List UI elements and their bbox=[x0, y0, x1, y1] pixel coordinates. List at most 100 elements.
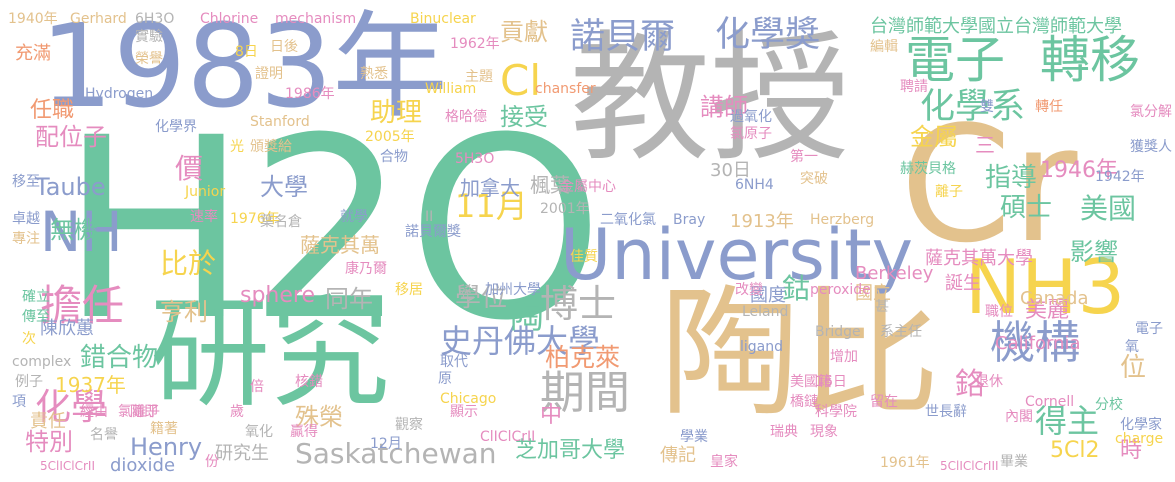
cloud-word: 鈷 bbox=[782, 275, 810, 303]
cloud-word: 確立 bbox=[22, 290, 50, 304]
cloud-word: Leland bbox=[742, 305, 788, 319]
cloud-word: 專注 bbox=[12, 232, 40, 246]
cloud-word: 諾貝爾獎 bbox=[405, 225, 461, 239]
cloud-word: Binuclear bbox=[410, 12, 476, 26]
cloud-word: 接受 bbox=[500, 105, 548, 129]
cloud-word: 研究生 bbox=[215, 445, 269, 463]
cloud-word: 移居 bbox=[395, 283, 423, 297]
cloud-word: 甚 bbox=[875, 300, 889, 314]
cloud-word: chansfer bbox=[535, 82, 596, 96]
cloud-word: 充滿 bbox=[15, 45, 51, 63]
cloud-word: 亨利 bbox=[160, 300, 208, 324]
cloud-word: 1942年 bbox=[1095, 170, 1145, 184]
cloud-word: 第一 bbox=[790, 150, 818, 164]
cloud-word: 觀察 bbox=[395, 418, 423, 432]
cloud-word: 博士 bbox=[540, 285, 616, 323]
cloud-word: 16日 bbox=[815, 375, 847, 389]
cloud-word: 合物 bbox=[380, 150, 408, 164]
cloud-word: 卓越 bbox=[12, 212, 40, 226]
cloud-word: 化學家 bbox=[1120, 418, 1162, 432]
cloud-word: 增加 bbox=[830, 350, 858, 364]
cloud-word: 薩克其萬大學 bbox=[925, 250, 1033, 268]
cloud-word: 畢業 bbox=[1000, 455, 1028, 469]
cloud-word: Herzberg bbox=[810, 213, 874, 227]
cloud-word: 三 bbox=[975, 135, 995, 155]
cloud-word: 金屬中心 bbox=[560, 180, 616, 194]
cloud-word: 8日 bbox=[235, 45, 258, 59]
cloud-word: 世長辭 bbox=[925, 405, 967, 419]
cloud-word: 轉移 bbox=[1040, 35, 1140, 85]
cloud-word: 退休 bbox=[975, 375, 1003, 389]
cloud-word: 實驗 bbox=[135, 30, 163, 44]
cloud-word: 5H3O bbox=[455, 152, 494, 166]
cloud-word: dioxide bbox=[110, 457, 175, 475]
cloud-word: 無機 bbox=[50, 218, 98, 242]
cloud-word: 2005年 bbox=[365, 130, 415, 144]
cloud-word: Hydrogen bbox=[85, 87, 153, 101]
cloud-word: 電子 bbox=[905, 35, 1005, 85]
cloud-word: 12月 bbox=[370, 437, 402, 451]
cloud-word: 比於 bbox=[160, 250, 216, 278]
cloud-word: 指導 bbox=[985, 165, 1037, 191]
cloud-word: 隨即 bbox=[130, 405, 158, 419]
cloud-word: 核錯 bbox=[295, 375, 323, 389]
cloud-word: 學業 bbox=[680, 430, 708, 444]
cloud-word: 6H3O bbox=[135, 12, 174, 26]
cloud-word: 橋鏈 bbox=[790, 395, 818, 409]
cloud-word: 化學界 bbox=[155, 120, 197, 134]
cloud-word: 現象 bbox=[810, 425, 838, 439]
cloud-word: 同年 bbox=[325, 287, 373, 311]
cloud-word: 科學院 bbox=[815, 405, 857, 419]
cloud-word: 錯合物 bbox=[80, 345, 158, 371]
cloud-word: 陶 bbox=[510, 300, 544, 334]
cloud-word: 原 bbox=[438, 372, 452, 386]
cloud-word: 台灣師範大學國立台灣師範大學 bbox=[870, 18, 1122, 36]
cloud-word: 1940年 bbox=[8, 12, 58, 26]
cloud-word: 柏克萊 bbox=[545, 345, 620, 370]
cloud-word: Junior bbox=[185, 185, 225, 199]
cloud-word: ligand bbox=[740, 340, 783, 354]
cloud-word: Bridge bbox=[815, 325, 861, 339]
cloud-word: 碩士 bbox=[1000, 195, 1052, 221]
cloud-word: 責任 bbox=[30, 413, 66, 431]
cloud-word: 位 bbox=[1120, 355, 1146, 381]
cloud-word: 移至 bbox=[12, 175, 40, 189]
cloud-word: California bbox=[995, 335, 1080, 353]
cloud-word: 顯示 bbox=[450, 405, 478, 419]
cloud-word: peroxide bbox=[810, 283, 871, 297]
cloud-word: Canada bbox=[1020, 290, 1089, 308]
cloud-word: 佳質 bbox=[570, 250, 598, 264]
cloud-word: 薩克其萬 bbox=[300, 235, 380, 255]
cloud-word: 瑞典 bbox=[770, 425, 798, 439]
cloud-word: II bbox=[425, 210, 433, 224]
cloud-word: 名譽 bbox=[90, 428, 118, 442]
cloud-word: 氯原子 bbox=[730, 127, 772, 141]
cloud-word: 速率 bbox=[190, 210, 218, 224]
cloud-word: 5Cl2 bbox=[1050, 440, 1099, 462]
cloud-word: charge bbox=[1115, 432, 1163, 446]
cloud-word: 例子 bbox=[15, 375, 43, 389]
cloud-word: 贏得 bbox=[290, 425, 318, 439]
cloud-word: 經由 bbox=[80, 405, 108, 419]
cloud-word: 金屬 bbox=[910, 125, 958, 149]
cloud-word: 倍 bbox=[250, 380, 264, 394]
cloud-word: 大學 bbox=[260, 175, 308, 199]
cloud-word: 1937年 bbox=[55, 375, 126, 395]
cloud-word: 傳至 bbox=[22, 310, 50, 324]
cloud-word: 諾貝爾 bbox=[570, 20, 675, 55]
cloud-word: 取代 bbox=[440, 355, 468, 369]
cloud-word: 光 bbox=[230, 140, 244, 154]
cloud-word: 化學系 bbox=[920, 90, 1025, 125]
cloud-word: 誕生 bbox=[945, 275, 981, 293]
cloud-word: 化學獎 bbox=[715, 18, 820, 53]
cloud-word: 影響 bbox=[1070, 240, 1118, 264]
cloud-word: 證明 bbox=[255, 67, 283, 81]
cloud-word: Chlorine bbox=[200, 12, 258, 26]
cloud-word: 過氧化 bbox=[730, 110, 772, 124]
cloud-word: 榮譽 bbox=[135, 52, 163, 66]
cloud-word: 突破 bbox=[800, 172, 828, 186]
cloud-word: 雙 bbox=[980, 100, 994, 114]
cloud-word: 就學 bbox=[340, 210, 368, 224]
cloud-word: Bray bbox=[673, 213, 705, 227]
cloud-word: 任職 bbox=[30, 100, 74, 122]
